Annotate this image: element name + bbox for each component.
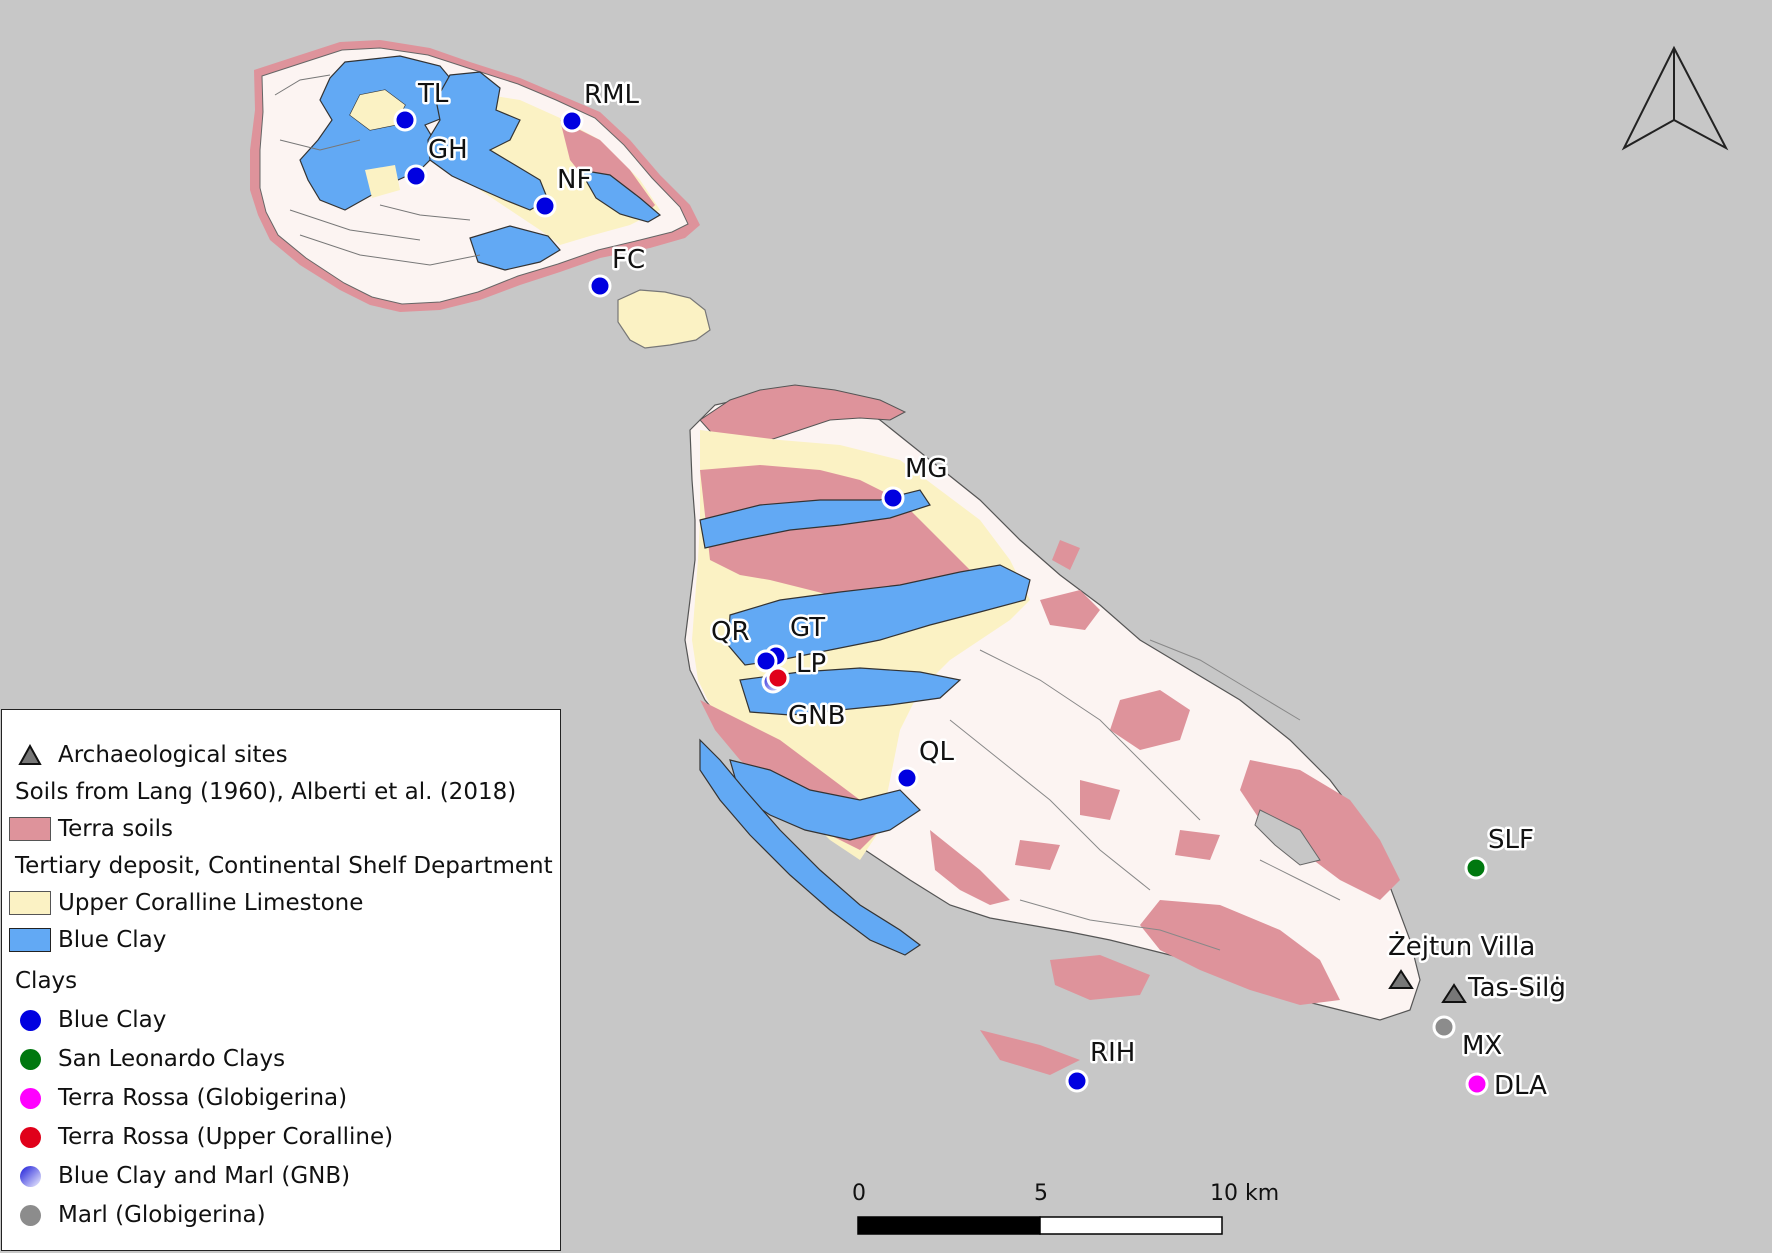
triangle-icon: [2, 739, 58, 771]
site-label-gnb: GNB: [788, 701, 845, 731]
legend-item-terra-rossa-upper: Terra Rossa (Upper Coralline): [2, 1121, 393, 1153]
legend-item-terra-rossa-glob: Terra Rossa (Globigerina): [2, 1082, 347, 1114]
grey-dot-icon: [2, 1199, 58, 1231]
legend-label-blue-clay: Blue Clay: [58, 1007, 167, 1033]
site-label-lp: LP: [796, 649, 826, 679]
legend-label-terra-rossa-glob: Terra Rossa (Globigerina): [58, 1085, 348, 1111]
site-label-rml: RML: [584, 80, 639, 110]
malta-east-terra-6: [1040, 540, 1100, 630]
site-point-mx[interactable]: [1432, 1015, 1456, 1039]
legend-heading-clays: Clays: [15, 968, 78, 994]
site-point-mg[interactable]: [881, 486, 905, 510]
site-point-lp[interactable]: [766, 666, 790, 690]
blue-clay-swatch: [2, 924, 58, 956]
gozo-coralline-west-hole: [350, 90, 405, 198]
legend-label-upper-coralline: Upper Coralline Limestone: [58, 890, 364, 916]
site-label-nf: NF: [557, 165, 591, 195]
site-markers: TL RML GH NF FC MG GT QR LP GNB QL SLF Ż…: [393, 77, 1568, 1104]
scale-bar-black: [857, 1216, 1041, 1235]
malta-terra-west-coast: [930, 830, 1080, 1075]
gozo-blue-east: [578, 169, 662, 223]
site-label-tas-silg: Tas-Silġ: [1467, 973, 1566, 1003]
site-label-fc: FC: [612, 245, 645, 275]
gradient-dot-icon: [2, 1160, 58, 1192]
site-point-nf[interactable]: [533, 194, 557, 218]
terra-soils-swatch: [2, 813, 58, 845]
site-point-tl[interactable]: [393, 108, 417, 132]
site-point-fc[interactable]: [588, 274, 612, 298]
malta-contours: [949, 639, 1341, 951]
site-label-mx: MX: [1462, 1031, 1502, 1061]
legend-label-gnb: Blue Clay and Marl (GNB): [58, 1163, 351, 1189]
legend-label-marl: Marl (Globigerina): [58, 1202, 266, 1228]
red-dot-icon: [2, 1121, 58, 1153]
site-label-dla: DLA: [1494, 1071, 1547, 1101]
site-point-slf[interactable]: [1464, 856, 1488, 880]
gozo-blue-south: [469, 225, 561, 271]
site-point-ql[interactable]: [895, 766, 919, 790]
malta-east-terra-5: [1015, 780, 1220, 870]
site-label-mg: MG: [905, 454, 948, 484]
site-point-rih[interactable]: [1065, 1069, 1089, 1093]
site-label-gt: GT: [790, 613, 825, 643]
legend: Archaeological sites Soils from Lang (19…: [1, 709, 561, 1251]
malta-east-terra-1: [1110, 690, 1190, 750]
legend-label-terra-rossa-upper: Terra Rossa (Upper Coralline): [58, 1124, 394, 1150]
legend-item-upper-coralline: Upper Coralline Limestone: [2, 887, 363, 919]
scale-bar-white: [1039, 1216, 1223, 1235]
malta-east-terra-2: [1240, 760, 1400, 900]
site-point-rml[interactable]: [560, 109, 584, 133]
legend-heading-soils: Soils from Lang (1960), Alberti et al. (…: [15, 779, 517, 805]
site-label-zejtun-villa: Żejtun Villa: [1388, 930, 1535, 962]
malta-east-terra-3: [1140, 900, 1340, 1005]
gozo-contours: [274, 74, 481, 266]
legend-label-archaeological: Archaeological sites: [58, 742, 288, 768]
malta-blue-sw: [729, 759, 921, 841]
site-point-qr[interactable]: [754, 649, 778, 673]
site-point-gh[interactable]: [404, 164, 428, 188]
malta-harbour-grand: [1254, 809, 1321, 866]
site-label-rih: RIH: [1090, 1038, 1135, 1068]
green-dot-icon: [2, 1043, 58, 1075]
legend-label-blue-clay-unit: Blue Clay: [58, 927, 167, 953]
malta-blue-ridge-1: [699, 489, 931, 549]
legend-heading-tertiary: Tertiary deposit, Continental Shelf Depa…: [15, 853, 553, 879]
blue-dot-icon: [2, 1004, 58, 1036]
site-label-ql: QL: [919, 737, 954, 767]
malta-east-terra-4: [1050, 955, 1150, 1000]
scale-bar: 0 5 10 km: [852, 1181, 1279, 1235]
archaeological-site-tas-silg[interactable]: [1441, 983, 1467, 1003]
legend-item-terra-soils: Terra soils: [2, 813, 173, 845]
comino-island: [617, 289, 711, 349]
gozo-island: [250, 40, 700, 312]
legend-item-blue-clay-unit: Blue Clay: [2, 924, 166, 956]
malta-blue-west-coast: [699, 738, 922, 956]
scale-label-10: 10 km: [1210, 1181, 1279, 1206]
legend-item-marl: Marl (Globigerina): [2, 1199, 266, 1231]
legend-item-gnb: Blue Clay and Marl (GNB): [2, 1160, 350, 1192]
legend-item-san-leonardo: San Leonardo Clays: [2, 1043, 285, 1075]
archaeological-site-zejtun-villa[interactable]: [1388, 969, 1414, 989]
malta-blue-gnb: [739, 667, 962, 716]
legend-item-blue-clay: Blue Clay: [2, 1004, 166, 1036]
site-label-slf: SLF: [1488, 825, 1534, 855]
legend-label-san-leonardo: San Leonardo Clays: [58, 1046, 286, 1072]
north-arrow-icon: [1621, 45, 1729, 151]
upper-coralline-swatch: [2, 887, 58, 919]
legend-label-terra-soils: Terra soils: [58, 816, 174, 842]
scale-label-5: 5: [1034, 1181, 1048, 1206]
scale-label-0: 0: [852, 1181, 866, 1206]
site-label-tl: TL: [417, 79, 449, 109]
site-point-dla[interactable]: [1465, 1072, 1489, 1096]
magenta-dot-icon: [2, 1082, 58, 1114]
legend-item-archaeological: Archaeological sites: [2, 739, 288, 771]
malta-island: [684, 384, 1421, 1075]
site-label-gh: GH: [428, 135, 468, 165]
malta-west-terra: [700, 465, 990, 850]
site-label-qr: QR: [711, 617, 750, 647]
